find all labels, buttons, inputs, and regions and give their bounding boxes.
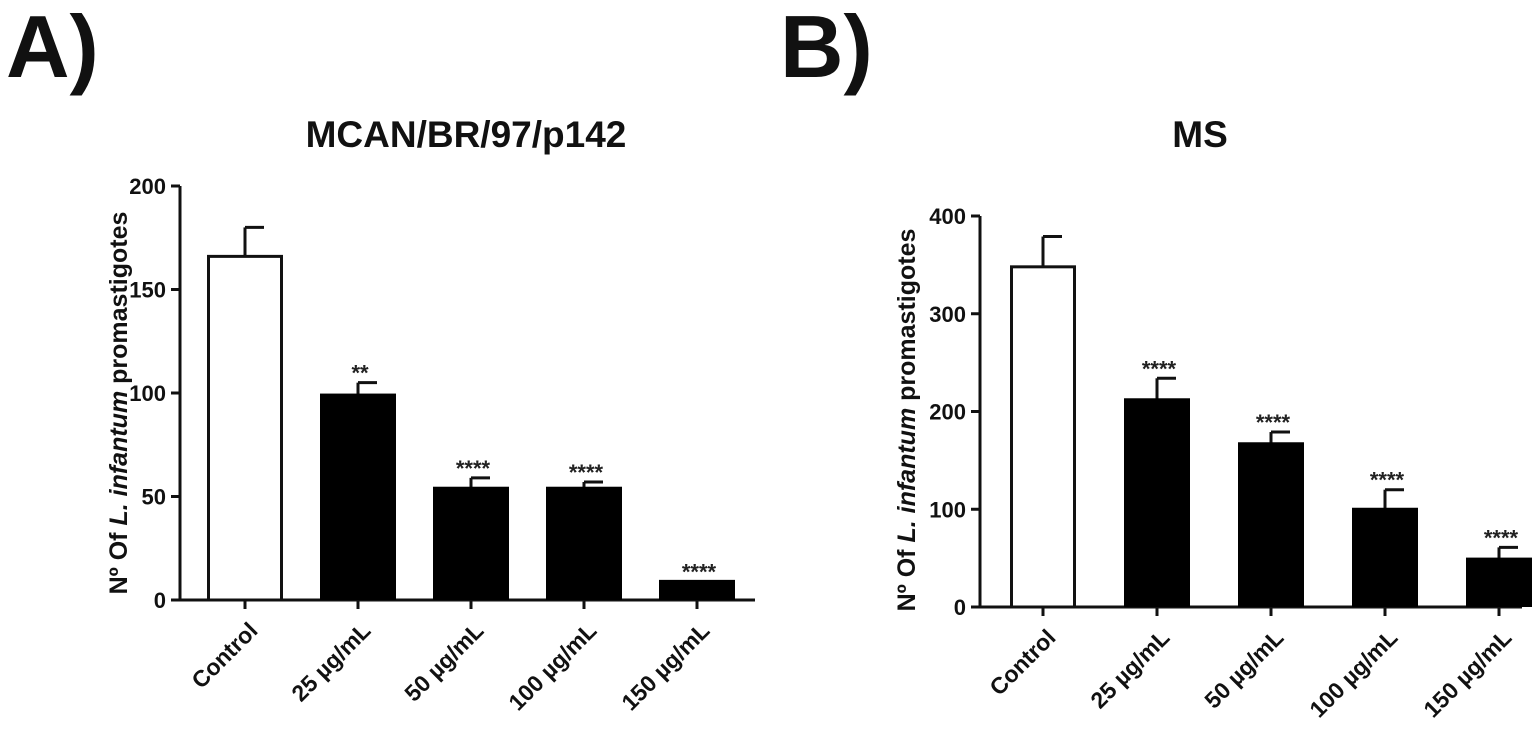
y-axis-label-b: Nº Of L. infantum promastigotes [893, 229, 921, 612]
y-tick-label: 50 [142, 485, 166, 510]
significance-label: **** [1256, 410, 1291, 435]
x-tick-label: 150 µg/mL [616, 617, 714, 715]
chart-b: B) MS Nº Of L. infantum promastigotes 0 1… [780, 0, 1532, 722]
panel-letter-b: B) [780, 0, 873, 96]
y-tick-label: 200 [929, 400, 966, 425]
y-tick-label: 400 [929, 204, 966, 229]
y-axis-label-prefix: Nº Of [893, 543, 921, 612]
y-tick-label: 300 [929, 302, 966, 327]
bar [320, 393, 396, 600]
y-tick-label: 100 [129, 381, 166, 406]
x-tick-label: 150 µg/mL [1418, 624, 1516, 722]
y-axis-label-suffix: promastigotes [893, 229, 921, 408]
significance-label: **** [682, 559, 717, 584]
chart-title-a: MCAN/BR/97/p142 [306, 114, 627, 155]
y-tick-label: 0 [154, 588, 166, 613]
y-tick-label: 0 [954, 595, 966, 620]
bar [1352, 507, 1418, 607]
y-axis-label-a: Nº Of L. infantum promastigotes [105, 212, 133, 595]
significance-label: **** [569, 460, 604, 485]
x-tick-label: 50 µg/mL [399, 617, 488, 706]
x-tick-label: 50 µg/mL [1199, 624, 1288, 713]
bar [1010, 265, 1076, 609]
y-axis-label-suffix: promastigotes [105, 212, 133, 391]
x-tick-label: 100 µg/mL [1304, 624, 1402, 722]
bar [1238, 442, 1304, 607]
chart-a: A) MCAN/BR/97/p142 Nº Of L. infantum pro… [6, 0, 755, 715]
bar [546, 486, 622, 600]
significance-label: **** [1484, 525, 1519, 550]
panel-letter-a: A) [6, 0, 99, 96]
bar [207, 254, 283, 602]
significance-label: **** [1142, 356, 1177, 381]
significance-label: **** [456, 456, 491, 481]
x-tick-label: 100 µg/mL [503, 617, 601, 715]
bar [433, 486, 509, 600]
y-tick-label: 200 [129, 174, 166, 199]
bar [659, 579, 735, 600]
y-axis-label-prefix: Nº Of [105, 526, 133, 595]
y-axis-label-species: L. infantum [893, 408, 921, 543]
bar [1466, 557, 1532, 607]
bar [1124, 398, 1190, 607]
x-tick-label: 25 µg/mL [1085, 624, 1174, 713]
chart-title-b: MS [1172, 114, 1228, 155]
y-tick-label: 100 [929, 497, 966, 522]
y-tick-label: 150 [129, 278, 166, 303]
significance-label: ** [351, 361, 369, 386]
x-tick-label: Control [186, 617, 262, 693]
x-tick-label: 25 µg/mL [286, 617, 375, 706]
x-tick-label: Control [984, 624, 1060, 700]
significance-label: **** [1370, 468, 1405, 493]
y-axis-label-species: L. infantum [105, 391, 133, 526]
